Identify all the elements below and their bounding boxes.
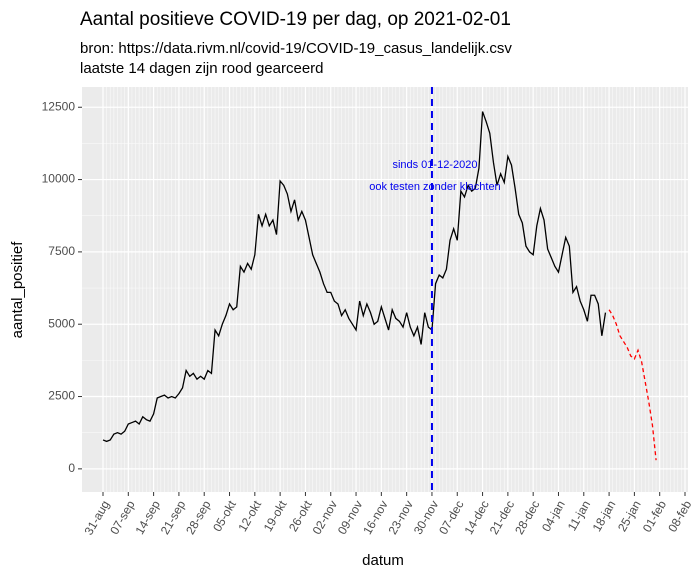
- x-tick-label: 04-jan: [539, 498, 568, 534]
- data-line: [608, 309, 657, 461]
- annotation: ook testen zonder klachten: [369, 181, 500, 193]
- y-tick-label: 7500: [48, 244, 75, 258]
- y-axis-label: aantal_positief: [9, 241, 26, 339]
- chart-subtitle: bron: https://data.rivm.nl/covid-19/COVI…: [80, 40, 512, 57]
- data-line: [102, 111, 607, 443]
- chart-title: Aantal positieve COVID-19 per dag, op 20…: [80, 9, 511, 30]
- y-tick-label: 12500: [42, 99, 76, 113]
- x-tick-label: 28-sep: [183, 498, 214, 537]
- x-tick-label: 28-dec: [512, 498, 542, 537]
- x-tick-label: 01-feb: [640, 498, 669, 535]
- x-tick-label: 31-aug: [82, 498, 113, 537]
- chart-subtitle: laatste 14 dagen zijn rood gearceerd: [80, 60, 324, 77]
- x-axis-label: datum: [362, 552, 404, 569]
- y-tick-label: 0: [68, 461, 75, 475]
- y-tick-label: 2500: [48, 389, 75, 403]
- y-tick-label: 10000: [42, 172, 76, 186]
- x-tick-label: 19-okt: [261, 498, 290, 534]
- x-tick-label: 05-okt: [210, 498, 239, 534]
- annotation: sinds 01-12-2020: [392, 159, 477, 171]
- x-tick-label: 08-feb: [665, 498, 694, 535]
- x-tick-label: 11-jan: [565, 498, 593, 533]
- x-tick-label: 12-okt: [235, 498, 264, 534]
- x-tick-label: 25-jan: [615, 498, 644, 534]
- y-tick-label: 5000: [48, 316, 75, 330]
- x-tick-label: 18-jan: [590, 498, 619, 534]
